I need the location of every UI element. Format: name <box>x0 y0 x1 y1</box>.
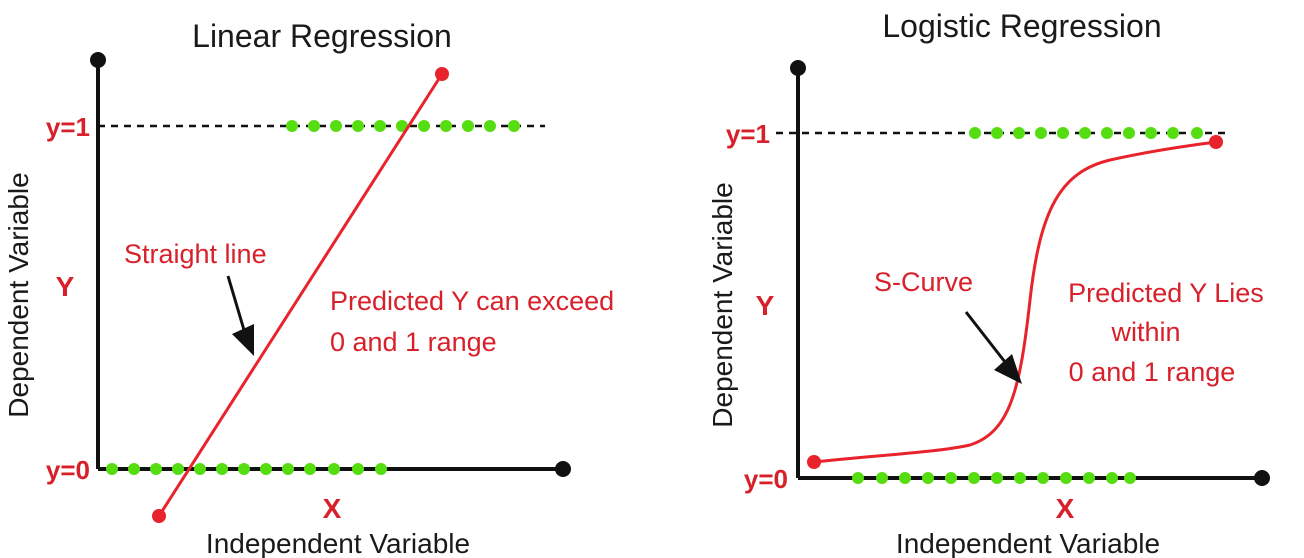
data-point <box>991 127 1003 139</box>
linear-note-line-1: Predicted Y can exceed <box>330 286 614 316</box>
data-point <box>1037 472 1049 484</box>
linear-note-line-2: 0 and 1 range <box>330 327 497 357</box>
data-point <box>945 472 957 484</box>
linear-x-letter: X <box>323 493 342 524</box>
data-point <box>328 463 340 475</box>
linear-x-axis-end-dot <box>555 461 571 477</box>
logistic-y-axis-end-dot <box>790 60 806 76</box>
data-point <box>1079 127 1091 139</box>
linear-data-points-y1 <box>286 120 520 132</box>
linear-y-letter: Y <box>56 271 75 302</box>
logistic-regression-panel: Logistic Regression y=1 y=0 Dependent Va… <box>707 8 1270 558</box>
linear-tick-y1: y=1 <box>46 112 90 142</box>
data-point <box>991 472 1003 484</box>
data-point <box>352 463 364 475</box>
data-point <box>1167 127 1179 139</box>
linear-tick-y0: y=0 <box>46 455 90 485</box>
data-point <box>106 463 118 475</box>
data-point <box>396 120 408 132</box>
data-point <box>352 120 364 132</box>
logistic-y-letter: Y <box>756 290 775 321</box>
data-point <box>282 463 294 475</box>
linear-line-start-dot <box>152 509 166 523</box>
data-point <box>1014 472 1026 484</box>
data-point <box>374 120 386 132</box>
logistic-data-points-y1 <box>969 127 1203 139</box>
logistic-tick-y0: y=0 <box>744 464 788 494</box>
logistic-x-axis-title: Independent Variable <box>896 528 1160 558</box>
data-point <box>899 472 911 484</box>
logistic-pointer-arrow <box>964 311 1022 384</box>
data-point <box>260 463 272 475</box>
logistic-y-axis-title: Dependent Variable <box>707 182 738 427</box>
logistic-x-letter: X <box>1056 493 1075 524</box>
arrow-head <box>232 324 254 356</box>
linear-title: Linear Regression <box>192 18 452 54</box>
data-point <box>462 120 474 132</box>
data-point <box>238 463 250 475</box>
data-point <box>1057 127 1069 139</box>
data-point <box>969 127 981 139</box>
data-point <box>1106 472 1118 484</box>
arrow-head <box>994 354 1022 384</box>
data-point <box>375 463 387 475</box>
data-point <box>286 120 298 132</box>
logistic-s-curve <box>813 140 1217 464</box>
linear-y-axis-title: Dependent Variable <box>3 172 34 417</box>
data-point <box>194 463 206 475</box>
linear-line-end-dot <box>435 67 449 81</box>
data-point <box>968 472 980 484</box>
data-point <box>304 463 316 475</box>
data-point <box>308 120 320 132</box>
linear-y-axis-end-dot <box>90 52 106 68</box>
linear-curve-label: Straight line <box>124 239 267 269</box>
linear-data-points-y0 <box>106 463 387 475</box>
data-point <box>150 463 162 475</box>
data-point <box>1013 127 1025 139</box>
logistic-note-line-1: Predicted Y Lies <box>1068 278 1264 308</box>
arrow-shaft <box>964 311 1007 363</box>
logistic-tick-y1: y=1 <box>726 119 770 149</box>
data-point <box>1035 127 1047 139</box>
logistic-curve-end-dot <box>1209 135 1223 149</box>
data-point <box>922 472 934 484</box>
data-point <box>172 463 184 475</box>
linear-x-axis-title: Independent Variable <box>206 528 470 558</box>
data-point <box>216 463 228 475</box>
arrow-shaft <box>226 275 246 331</box>
linear-pointer-arrow <box>226 275 254 356</box>
logistic-data-points-y0 <box>852 472 1136 484</box>
linear-regression-panel: Linear Regression y=1 y=0 Dependent Vari… <box>3 18 614 558</box>
data-point <box>508 120 520 132</box>
data-point <box>128 463 140 475</box>
logistic-note-line-2: within <box>1110 317 1180 347</box>
data-point <box>1060 472 1072 484</box>
data-point <box>1191 127 1203 139</box>
data-point <box>330 120 342 132</box>
linear-regression-line <box>157 73 444 517</box>
data-point <box>440 120 452 132</box>
data-point <box>484 120 496 132</box>
data-point <box>852 472 864 484</box>
data-point <box>1083 472 1095 484</box>
data-point <box>1101 127 1113 139</box>
data-point <box>418 120 430 132</box>
data-point <box>1123 127 1135 139</box>
logistic-note-line-3: 0 and 1 range <box>1069 357 1236 387</box>
data-point <box>876 472 888 484</box>
logistic-x-axis-end-dot <box>1254 470 1270 486</box>
logistic-curve-label: S-Curve <box>874 267 973 297</box>
data-point <box>1124 472 1136 484</box>
data-point <box>1145 127 1157 139</box>
logistic-curve-start-dot <box>807 455 821 469</box>
logistic-title: Logistic Regression <box>882 8 1161 44</box>
